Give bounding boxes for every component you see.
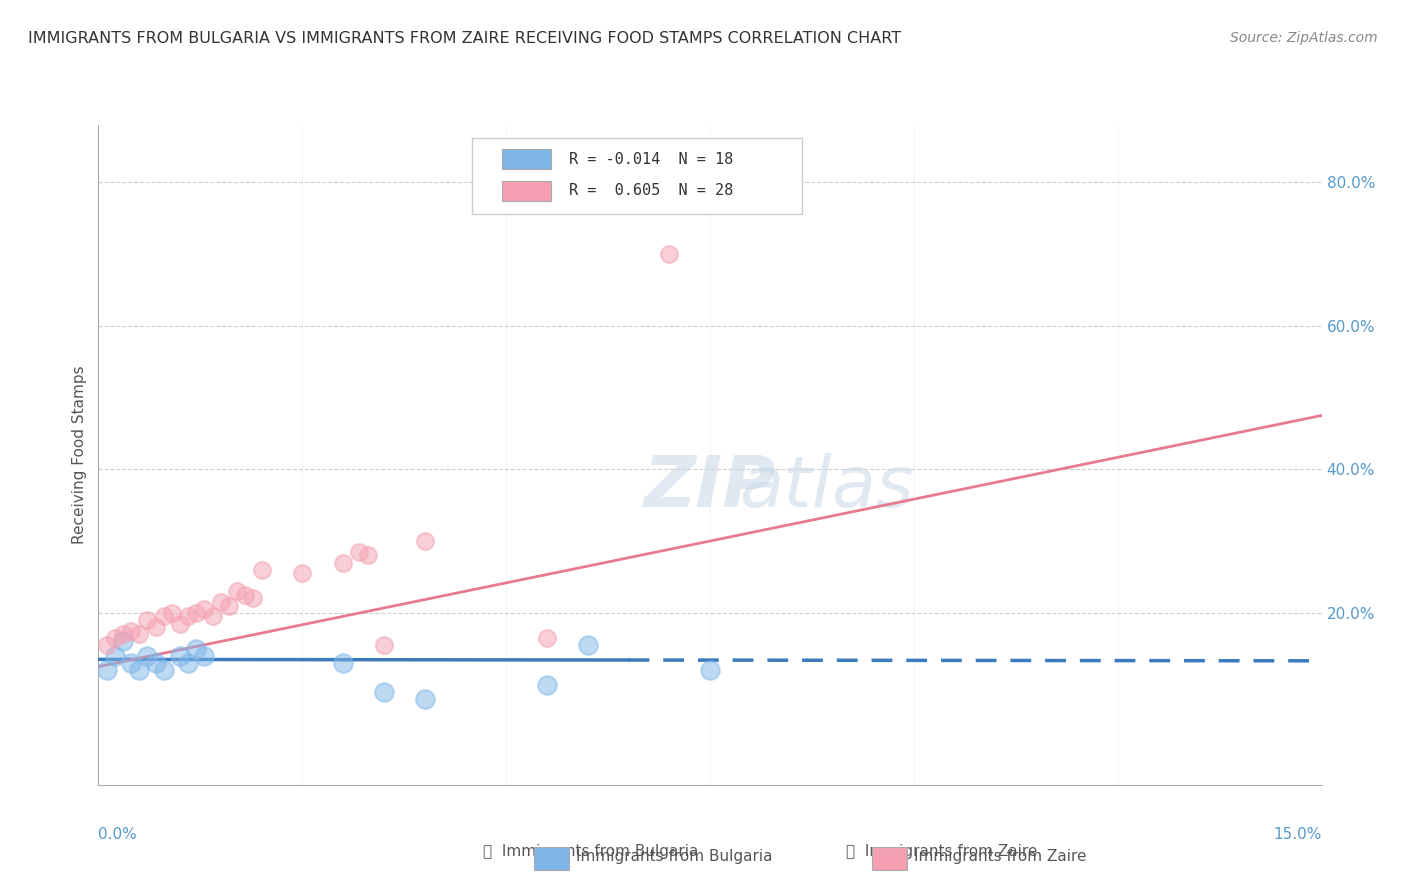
Point <box>332 556 354 570</box>
Point <box>136 613 159 627</box>
Point <box>356 549 378 563</box>
Point <box>536 631 558 645</box>
Point <box>177 656 200 670</box>
Text: 🔴  Immigrants from Zaire: 🔴 Immigrants from Zaire <box>846 845 1038 859</box>
Point <box>186 641 208 656</box>
Point <box>413 691 436 706</box>
Point <box>658 247 681 261</box>
Text: Immigrants from Zaire: Immigrants from Zaire <box>914 849 1087 863</box>
Point <box>536 677 558 691</box>
Text: atlas: atlas <box>740 453 914 523</box>
Point <box>291 566 314 581</box>
Text: IMMIGRANTS FROM BULGARIA VS IMMIGRANTS FROM ZAIRE RECEIVING FOOD STAMPS CORRELAT: IMMIGRANTS FROM BULGARIA VS IMMIGRANTS F… <box>28 31 901 46</box>
Point <box>128 627 150 641</box>
Text: R =  0.605  N = 28: R = 0.605 N = 28 <box>569 184 734 198</box>
Point <box>145 620 167 634</box>
Point <box>373 684 395 698</box>
Point <box>120 656 142 670</box>
Point <box>169 648 191 663</box>
Point <box>96 663 118 677</box>
FancyBboxPatch shape <box>502 181 551 201</box>
Point <box>104 648 127 663</box>
Point <box>373 638 395 652</box>
Point <box>96 638 118 652</box>
Point <box>193 602 215 616</box>
Point <box>699 663 721 677</box>
Point <box>136 648 159 663</box>
Text: ZIP: ZIP <box>644 453 776 523</box>
Point <box>218 599 240 613</box>
Point <box>128 663 150 677</box>
Point <box>104 631 127 645</box>
Point <box>209 595 232 609</box>
Point <box>332 656 354 670</box>
Point <box>413 534 436 549</box>
Point <box>186 606 208 620</box>
Point <box>152 663 174 677</box>
Point <box>250 563 273 577</box>
Point <box>226 584 249 599</box>
Point <box>233 588 256 602</box>
Point <box>145 656 167 670</box>
Point <box>160 606 183 620</box>
Point <box>169 616 191 631</box>
Point <box>576 638 599 652</box>
Point <box>242 591 264 606</box>
Text: 15.0%: 15.0% <box>1274 827 1322 841</box>
FancyBboxPatch shape <box>502 149 551 169</box>
Text: R = -0.014  N = 18: R = -0.014 N = 18 <box>569 152 734 167</box>
Y-axis label: Receiving Food Stamps: Receiving Food Stamps <box>72 366 87 544</box>
Point <box>120 624 142 638</box>
Point <box>152 609 174 624</box>
Text: 🔵  Immigrants from Bulgaria: 🔵 Immigrants from Bulgaria <box>482 845 699 859</box>
Text: Source: ZipAtlas.com: Source: ZipAtlas.com <box>1230 31 1378 45</box>
Point <box>111 627 134 641</box>
Point <box>177 609 200 624</box>
FancyBboxPatch shape <box>471 138 801 214</box>
Text: 0.0%: 0.0% <box>98 827 138 841</box>
Point <box>201 609 224 624</box>
Text: Immigrants from Bulgaria: Immigrants from Bulgaria <box>576 849 773 863</box>
Point <box>349 545 371 559</box>
Point <box>111 634 134 648</box>
Point <box>193 648 215 663</box>
